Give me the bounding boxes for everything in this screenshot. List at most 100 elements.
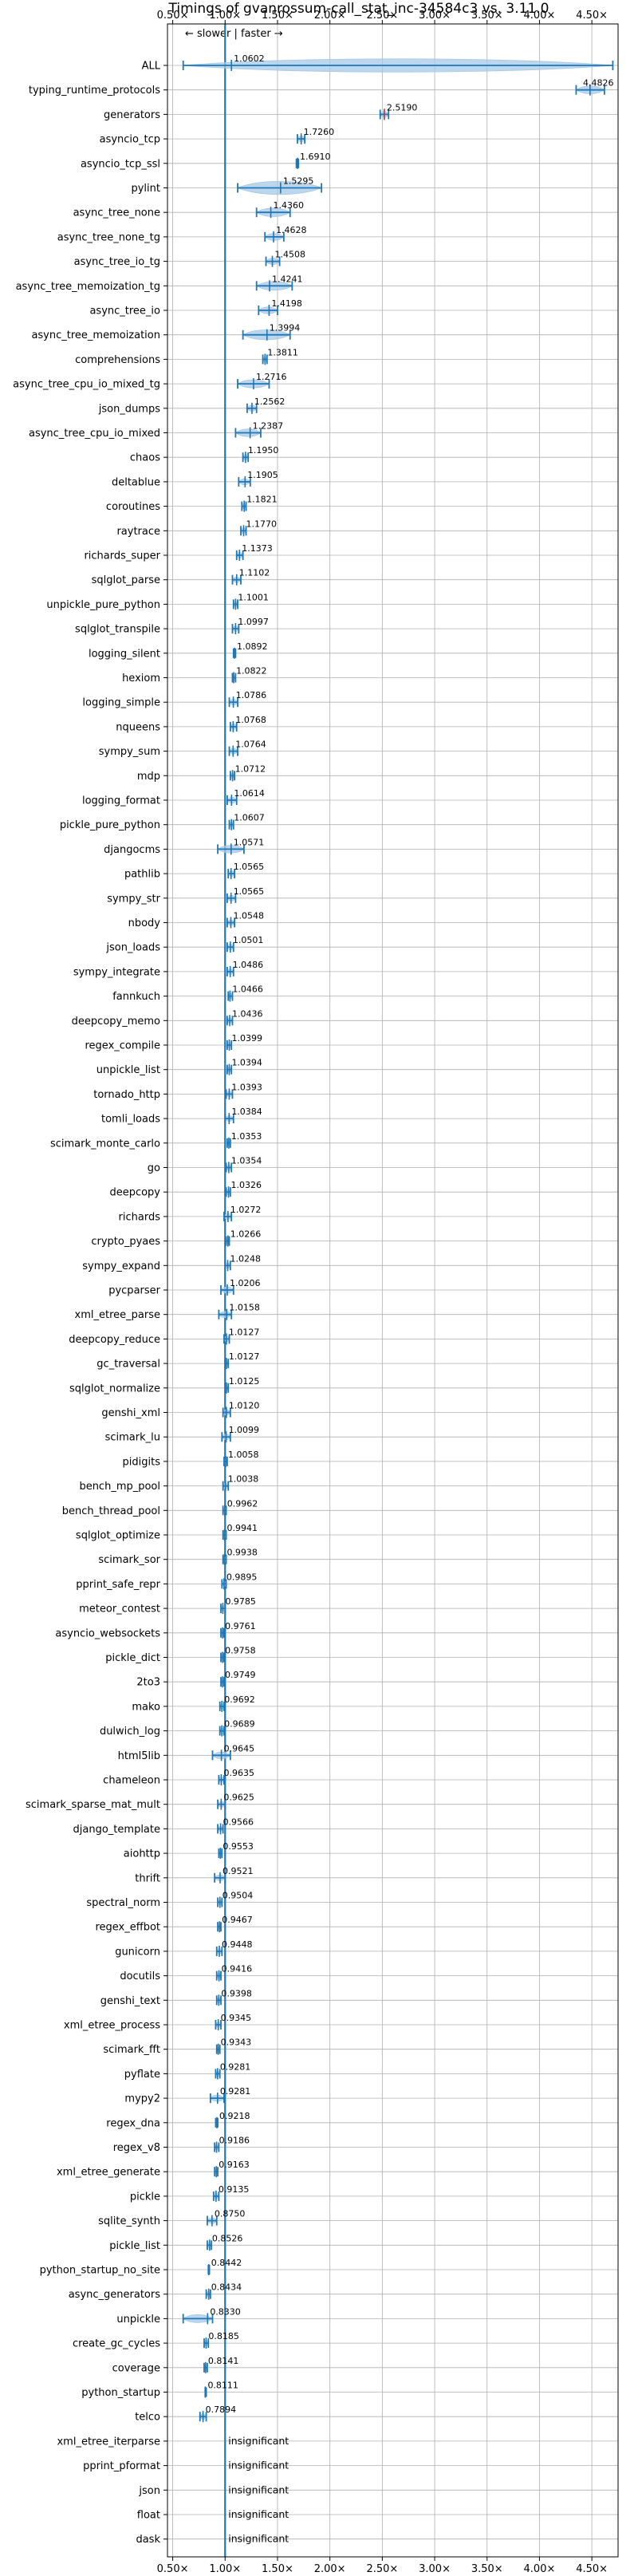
value-label: 1.4241 [272, 274, 303, 284]
value-label: 1.0394 [231, 1058, 262, 1068]
value-label: 0.9345 [221, 2013, 252, 2023]
value-label: 1.5295 [283, 176, 314, 187]
value-label: 0.9218 [219, 2111, 250, 2121]
value-label: 0.9758 [225, 1646, 256, 1656]
benchmark-name: bench_mp_pool [79, 1481, 160, 1493]
value-label: 1.3994 [270, 323, 301, 333]
benchmark-name: xml_etree_parse [75, 1309, 160, 1321]
value-label: 0.9625 [223, 1793, 254, 1803]
value-label: 1.0786 [236, 690, 267, 700]
value-label: 0.9135 [219, 2184, 250, 2195]
value-label: 1.0326 [231, 1180, 262, 1190]
x-tick-label-bottom: 4.00× [524, 2563, 556, 2575]
benchmark-name: json_loads [105, 942, 160, 954]
x-tick-label-top: 4.50× [576, 10, 608, 22]
benchmark-name: tomli_loads [101, 1114, 160, 1126]
benchmark-name: fannkuch [112, 991, 160, 1003]
value-label: 1.0248 [230, 1253, 262, 1264]
value-label: 1.0384 [231, 1107, 262, 1117]
benchmark-name: nbody [128, 917, 161, 929]
benchmark-name: dask [136, 2534, 160, 2546]
value-label: 1.0158 [229, 1303, 260, 1313]
value-label: 0.8111 [207, 2381, 238, 2391]
value-label: 1.0768 [235, 715, 266, 725]
benchmark-name: genshi_text [100, 1995, 160, 2007]
benchmark-name: 2to3 [136, 1677, 160, 1689]
grid [167, 24, 618, 2557]
value-label: 0.9962 [227, 1498, 258, 1509]
x-tick-label-bottom: 1.50× [262, 2563, 293, 2575]
value-label: 0.9521 [223, 1866, 254, 1876]
benchmark-name: pickle_dict [105, 1652, 160, 1664]
value-label: 1.1821 [246, 495, 278, 505]
value-label: 1.0353 [231, 1131, 262, 1142]
benchmark-name: json [138, 2485, 160, 2497]
value-label: 1.1102 [239, 568, 270, 578]
benchmark-name: richards_super [84, 550, 160, 562]
value-label: 0.8185 [208, 2331, 239, 2341]
benchmark-name: regex_v8 [113, 2142, 160, 2154]
value-label: 1.0127 [229, 1351, 260, 1362]
benchmark-name: djangocms [104, 844, 160, 856]
value-label: 1.0466 [232, 984, 263, 995]
benchmark-name: pickle_pure_python [60, 819, 160, 831]
value-label: 1.0822 [236, 666, 267, 677]
benchmark-name: regex_dna [106, 2117, 160, 2129]
benchmark-name: python_startup_no_site [40, 2265, 160, 2277]
benchmark-name: async_tree_none [73, 207, 160, 219]
benchmark-name: pyflate [124, 2069, 160, 2081]
value-label: 1.0997 [238, 617, 269, 627]
benchmark-name: float [137, 2510, 160, 2522]
benchmark-name: scimark_lu [105, 1432, 160, 1444]
benchmark-name: regex_effbot [95, 1922, 160, 1934]
benchmark-name: aiohttp [124, 1848, 160, 1860]
benchmark-name: unpickle_pure_python [46, 599, 160, 611]
value-label: 1.0486 [233, 960, 264, 970]
x-tick-label-top: 2.00× [314, 10, 346, 22]
value-label: 1.2387 [253, 421, 284, 432]
value-label: 1.0038 [228, 1474, 259, 1485]
value-label: 0.9504 [223, 1891, 254, 1901]
insignificant-label: insignificant [228, 2435, 289, 2447]
benchmark-name: pycparser [108, 1285, 160, 1297]
value-label: 1.1950 [248, 445, 279, 456]
benchmark-name: logging_format [82, 795, 160, 807]
value-label: 1.4198 [271, 298, 302, 309]
benchmark-name: bench_thread_pool [62, 1505, 160, 1517]
value-label: 1.0266 [230, 1229, 262, 1240]
benchmark-name: xml_etree_generate [57, 2167, 160, 2179]
value-label: 1.0354 [231, 1156, 262, 1166]
benchmark-name: pathlib [124, 869, 160, 881]
benchmark-name: telco [135, 2412, 160, 2424]
benchmark-name: logging_simple [82, 697, 160, 709]
value-label: 1.0892 [237, 641, 268, 652]
benchmark-name: spectral_norm [86, 1897, 160, 1909]
benchmark-name: sympy_sum [99, 746, 160, 758]
value-label: 0.9761 [225, 1621, 256, 1631]
benchmark-name: generators [104, 109, 160, 121]
benchmark-name: scimark_sor [98, 1554, 160, 1566]
benchmark-name: pylint [131, 183, 160, 195]
value-label: 1.0436 [232, 1008, 263, 1019]
value-label: 1.0393 [231, 1082, 262, 1092]
value-label: 0.9785 [225, 1596, 256, 1607]
value-label: 1.0712 [235, 763, 266, 774]
value-label: 0.9941 [226, 1523, 258, 1533]
benchmark-name: async_generators [69, 2289, 161, 2301]
benchmark-name: create_gc_cycles [73, 2338, 160, 2350]
value-label: 1.1373 [242, 543, 273, 554]
benchmark-name: scimark_monte_carlo [50, 1138, 160, 1150]
benchmark-name: sqlglot_optimize [76, 1530, 160, 1542]
value-label: 0.9281 [220, 2086, 251, 2097]
direction-annotation: ← slower | faster → [185, 28, 283, 40]
value-label: 0.9566 [223, 1817, 254, 1827]
benchmark-name: async_tree_memoization_tg [16, 281, 160, 293]
value-label: 1.0565 [234, 886, 265, 897]
value-label: 1.0058 [228, 1450, 259, 1460]
benchmark-name: dulwich_log [100, 1726, 160, 1738]
x-tick-label-top: 4.00× [524, 10, 556, 22]
value-label: 1.6910 [300, 152, 331, 162]
benchmark-name: thrift [135, 1872, 160, 1884]
benchmark-marks [182, 24, 614, 2557]
benchmark-name: html5lib [118, 1750, 160, 1762]
